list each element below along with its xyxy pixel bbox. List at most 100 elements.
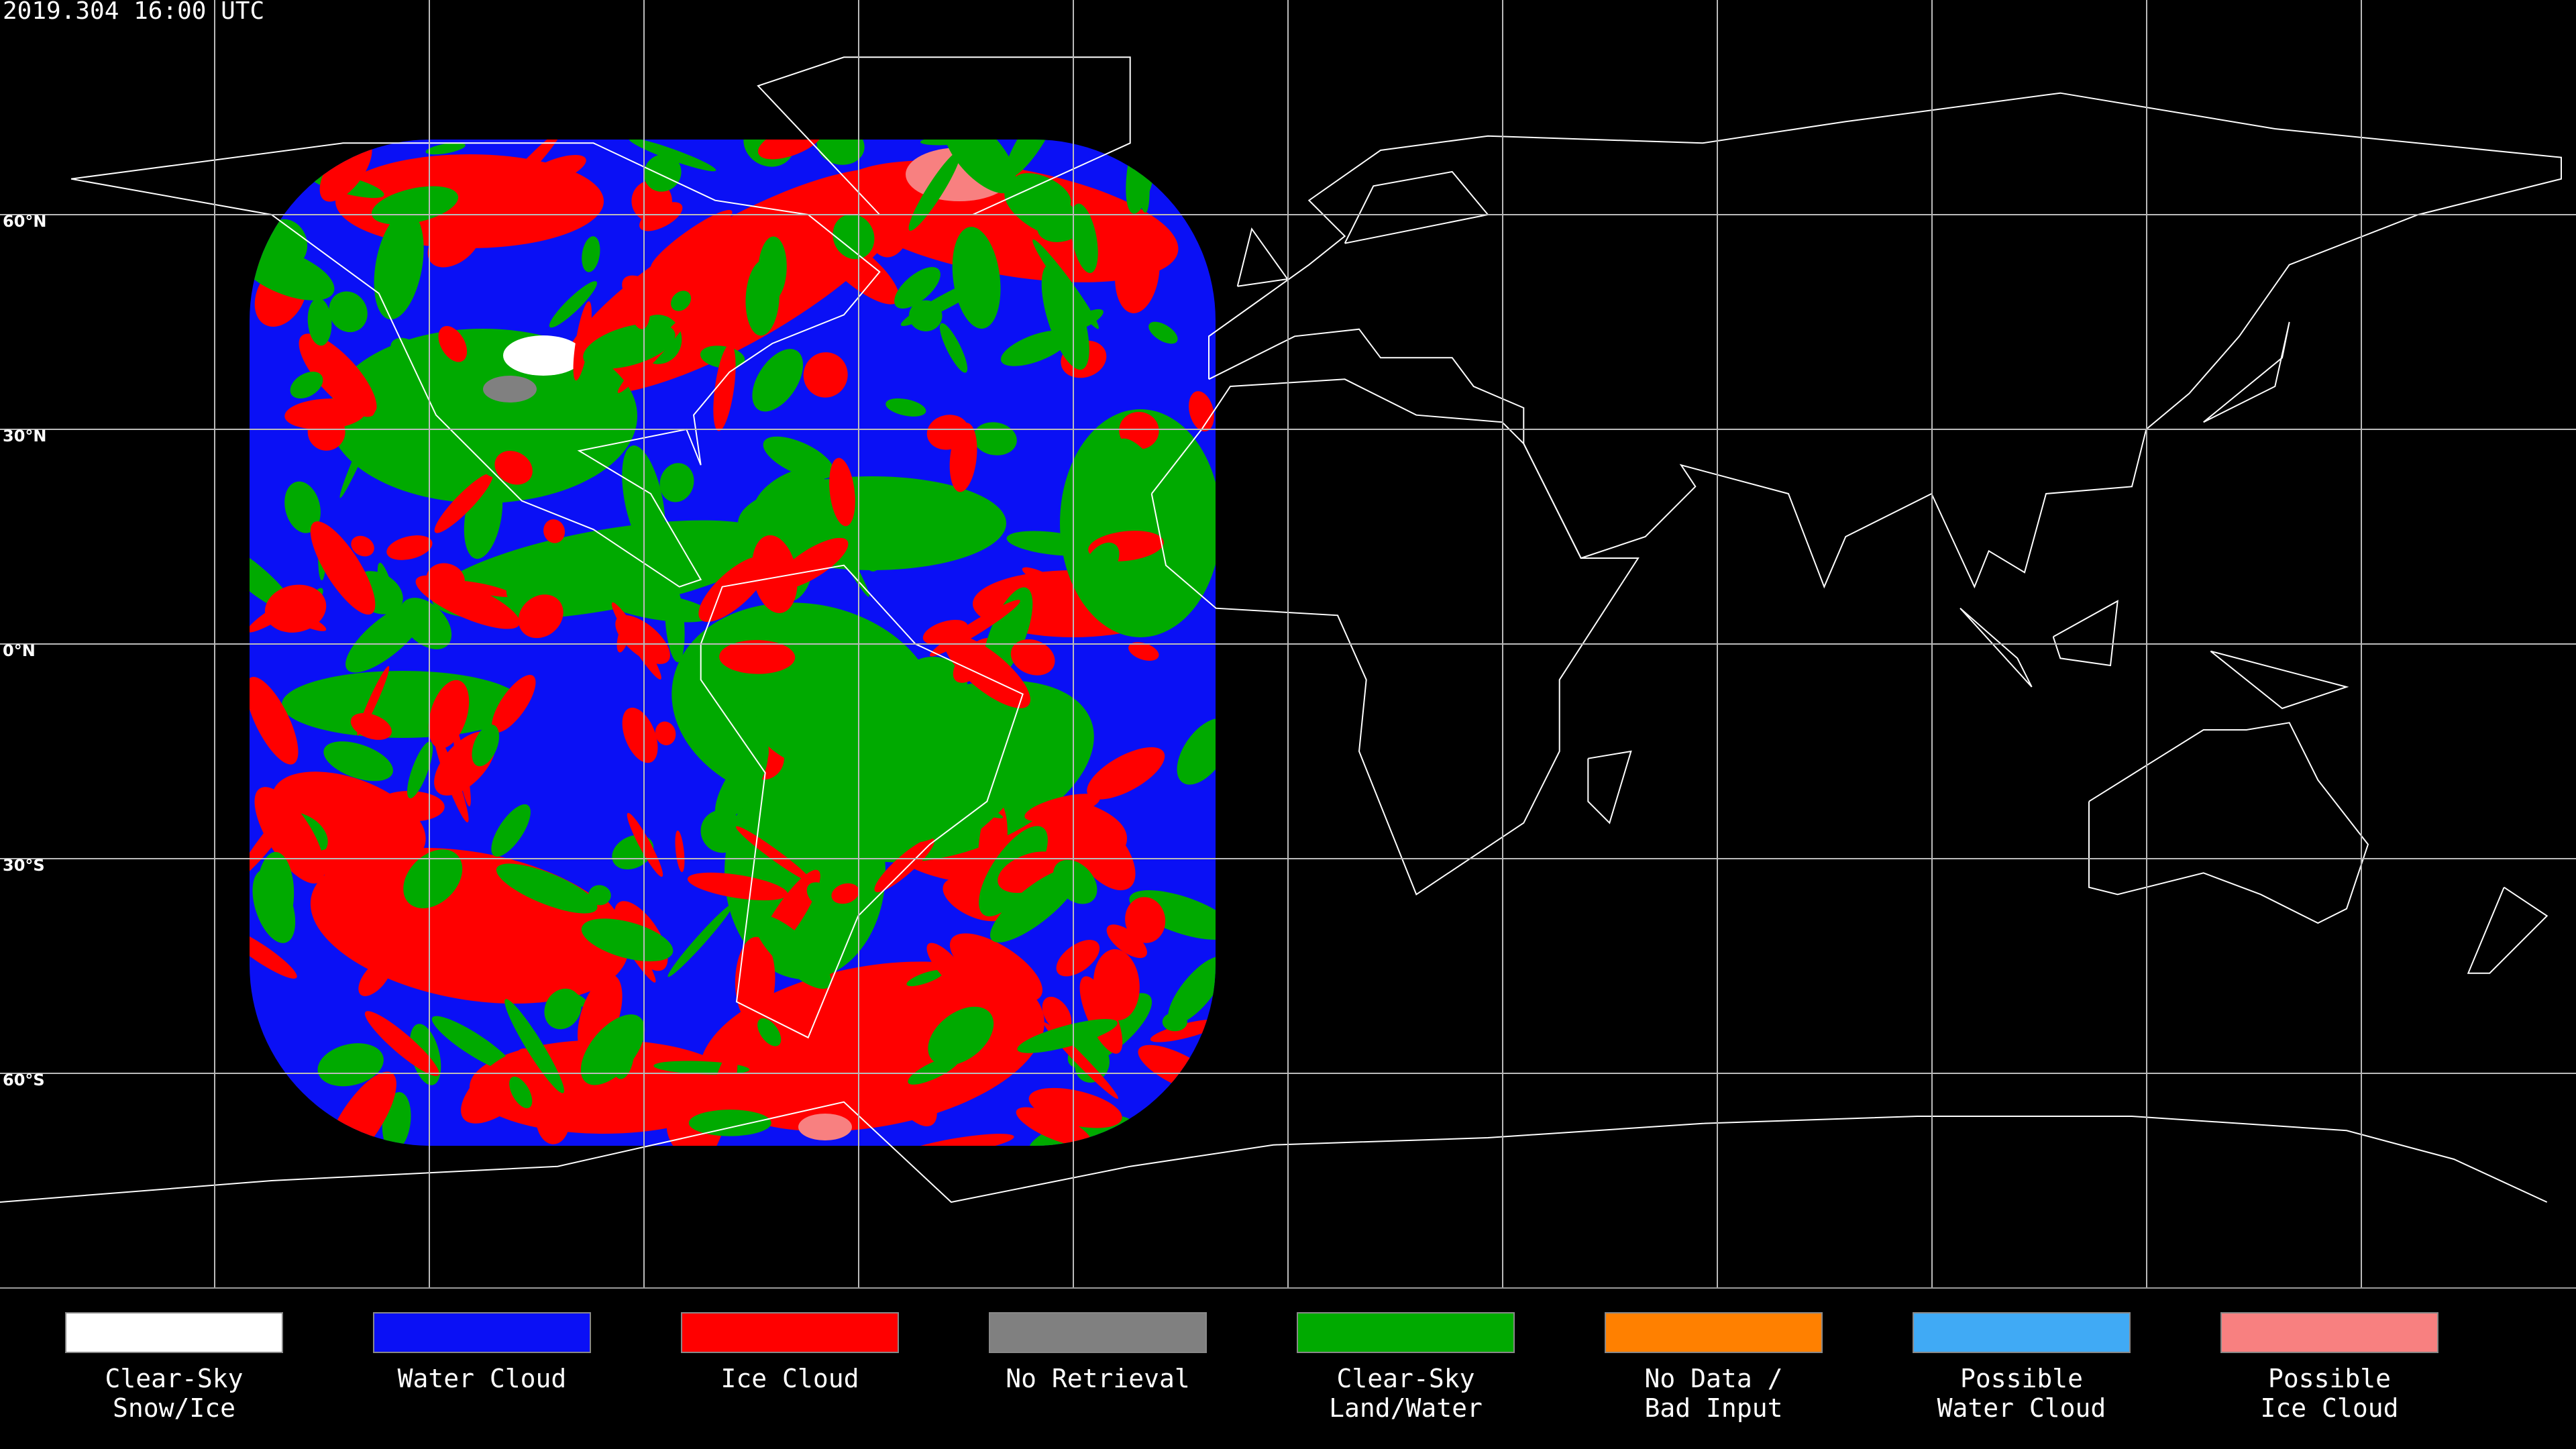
cloud-blob: [944, 634, 1030, 708]
cloud-blob: [833, 755, 893, 801]
latitude-label: 0°N: [3, 641, 36, 660]
cloud-blob: [900, 211, 949, 247]
coastline: [1344, 170, 1489, 244]
cloud-blob: [358, 959, 392, 996]
coastline: [2088, 722, 2369, 924]
cloud-blob: [906, 969, 945, 987]
cloud-blob: [375, 791, 445, 822]
coastlines: [0, 56, 2562, 1203]
cloud-blob: [264, 584, 327, 633]
cloud-blob: [831, 883, 859, 904]
cloud-blob: [375, 425, 423, 447]
coastline: [70, 142, 881, 588]
cloud-blob: [665, 582, 685, 663]
cloud-blob: [700, 810, 744, 853]
cloud-blob: [535, 1094, 570, 1144]
cloud-blob: [814, 230, 900, 305]
legend-label: No Retrieval: [1006, 1364, 1190, 1393]
cloud-blob: [425, 142, 466, 155]
legend-label: Water Cloud: [1937, 1393, 2106, 1423]
cloud-blob: [880, 1051, 937, 1126]
legend-label: Bad Input: [1645, 1393, 1783, 1423]
cloud-blob: [1041, 264, 1089, 370]
latitude-label: 30°N: [3, 427, 46, 445]
cloud-blob: [1093, 949, 1140, 1020]
cloud-blob: [483, 376, 537, 402]
cloud-blob: [910, 783, 1004, 818]
cloud-blob: [582, 236, 600, 272]
cloud-blob: [763, 436, 835, 480]
cloud-blob: [723, 291, 737, 361]
cloud-blob: [659, 463, 694, 502]
cloud-blob: [453, 580, 513, 597]
cloud-blob: [721, 702, 769, 766]
cloud-blob: [902, 1134, 1014, 1146]
legend-swatch: [1605, 1312, 1823, 1353]
legend-swatch: [1297, 1312, 1515, 1353]
cloud-blob: [906, 656, 968, 701]
cloud-blob: [290, 372, 323, 399]
cloud-blob: [757, 140, 823, 160]
cloud-blob: [573, 301, 592, 381]
legend-label: Possible: [1960, 1364, 2083, 1393]
cloud-blob: [952, 227, 1001, 329]
legend-label: Snow/Ice: [113, 1393, 235, 1423]
cloud-blob: [667, 903, 734, 977]
latitude-label: 60°S: [3, 1071, 45, 1089]
cloud-blob: [757, 1018, 782, 1046]
cloud-blob: [345, 602, 427, 673]
cloud-blob: [1000, 330, 1070, 366]
cloud-blob: [630, 290, 650, 329]
cloud-blob: [973, 422, 1017, 455]
cloud-blob: [1042, 996, 1072, 1032]
cloud-blob: [250, 928, 297, 979]
coastline: [2052, 600, 2118, 667]
cloud-blob: [503, 335, 584, 376]
cloud-blob: [504, 999, 565, 1093]
cloud-blob: [1084, 542, 1120, 582]
cloud-blob: [438, 325, 468, 362]
cloud-blob: [1016, 1107, 1091, 1146]
cloud-blob: [935, 791, 1014, 858]
coastline: [1236, 227, 1289, 287]
cloud-blob: [433, 731, 469, 822]
cloud-blob: [504, 197, 555, 229]
cloud-blob: [600, 590, 712, 623]
cloud-blob: [803, 352, 848, 398]
cloud-blob: [549, 281, 598, 328]
legend-label: Clear-Sky: [1337, 1364, 1475, 1393]
cloud-blob: [926, 943, 969, 990]
cloud-blob: [816, 140, 865, 165]
cloud-blob: [509, 1076, 533, 1109]
cloud-blob: [752, 349, 804, 412]
cloud-blob: [806, 882, 836, 909]
latitude-label: 60°N: [3, 212, 46, 231]
cloud-blob: [1060, 409, 1216, 637]
cloud-blob: [775, 537, 849, 589]
cloud-blob: [427, 218, 482, 268]
coastline: [1150, 378, 1640, 896]
legend-swatch: [65, 1312, 283, 1353]
cloud-blob: [1116, 438, 1169, 508]
cloud-blob: [688, 1110, 771, 1136]
cloud-blob: [461, 1049, 545, 1124]
cloud-blob: [457, 187, 480, 203]
cloud-blob: [735, 936, 775, 1024]
cloud-blob: [1148, 321, 1178, 344]
cloud-blob: [981, 160, 1005, 186]
cloud-blob: [1004, 181, 1082, 238]
cloud-blob: [736, 826, 812, 883]
cloud-blob: [908, 1056, 960, 1085]
cloud-blob: [284, 481, 321, 533]
cloud-blob: [310, 521, 376, 615]
cloud-blob: [256, 851, 294, 935]
coastline: [1208, 92, 2562, 589]
cloud-blob: [629, 140, 716, 172]
cloud-blob: [1177, 718, 1216, 785]
cloud-blob: [908, 151, 961, 231]
cloud-blob: [639, 202, 683, 231]
cloud-blob: [949, 933, 1042, 1002]
cloud-blob: [687, 872, 788, 901]
cloud-blob: [920, 140, 989, 146]
